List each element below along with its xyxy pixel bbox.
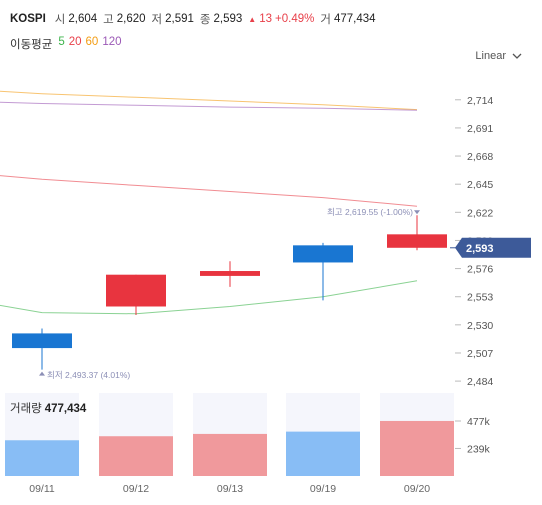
change-up-arrow-icon: ▲ <box>248 14 257 24</box>
volume-current-value: 477,434 <box>44 403 87 415</box>
scale-selector[interactable]: Linear <box>475 50 522 62</box>
change-value: 13 <box>259 13 273 25</box>
ma-20-label[interactable]: 20 <box>68 36 82 48</box>
high-value: 2,620 <box>116 13 146 25</box>
ma-20-line <box>0 175 418 207</box>
date-axis-label: 09/13 <box>217 483 243 495</box>
low-annotation: 최저 2,493.37 (4.01%) <box>47 370 130 380</box>
candle-body[interactable] <box>387 234 447 248</box>
moving-average-title: 이동평균 <box>10 39 53 51</box>
ma-120-label[interactable]: 120 <box>102 36 122 48</box>
volume-value: 477,434 <box>333 13 376 25</box>
date-axis-label: 09/12 <box>123 483 149 495</box>
close-label: 종 <box>199 14 211 26</box>
volume-panel-title: 거래량 477,434 <box>10 400 86 416</box>
high-annotation: 최고 2,619.55 (-1.00%) <box>327 207 413 217</box>
candle-body[interactable] <box>12 333 72 349</box>
volume-bar[interactable] <box>286 431 360 476</box>
ma-5-line <box>0 280 418 315</box>
price-axis-label: 2,714 <box>467 95 493 107</box>
ma-120-line <box>0 101 418 111</box>
current-price-tag <box>455 237 531 258</box>
low-label: 저 <box>151 14 163 26</box>
volume-bar[interactable] <box>5 440 79 476</box>
scale-selector-label: Linear <box>475 50 506 62</box>
volume-title-label: 거래량 <box>10 403 42 415</box>
volume-label: 거 <box>320 14 331 26</box>
volume-bar[interactable] <box>99 436 173 476</box>
price-axis-label: 2,553 <box>467 292 493 304</box>
moving-average-legend: 이동평균 5 20 60 120 <box>10 36 122 52</box>
price-axis-label: 2,484 <box>467 376 493 388</box>
price-axis-label: 2,645 <box>467 179 493 191</box>
change-percent: +0.49% <box>275 13 315 25</box>
volume-axis-label: 239k <box>467 443 491 455</box>
volume-bar[interactable] <box>380 420 454 476</box>
low-value: 2,591 <box>165 13 194 25</box>
price-summary-bar: KOSPI 시 2,604 고 2,620 저 2,591 종 2,593 ▲ … <box>10 10 379 28</box>
volume-bar[interactable] <box>193 433 267 476</box>
ma-5-label[interactable]: 5 <box>58 36 65 48</box>
date-axis-label: 09/20 <box>404 483 430 495</box>
current-price-label: 2,593 <box>466 243 494 255</box>
close-value: 2,593 <box>213 13 243 25</box>
open-value: 2,604 <box>68 13 98 25</box>
ma-60-label[interactable]: 60 <box>85 36 99 48</box>
price-axis-label: 2,530 <box>467 320 493 332</box>
open-label: 시 <box>54 14 66 26</box>
price-axis-label: 2,668 <box>467 151 493 163</box>
volume-axis-label: 477k <box>467 416 491 428</box>
ma-60-line <box>0 90 418 111</box>
candle-body[interactable] <box>293 245 353 263</box>
price-axis-label: 2,507 <box>467 348 493 360</box>
price-axis-label: 2,576 <box>467 264 493 276</box>
candle-body[interactable] <box>106 274 166 307</box>
high-marker-icon <box>414 210 420 215</box>
date-axis-label: 09/19 <box>310 483 336 495</box>
high-label: 고 <box>103 14 114 26</box>
price-axis-label: 2,691 <box>467 123 493 135</box>
price-axis-label: 2,622 <box>467 207 493 219</box>
low-marker-icon <box>39 371 45 376</box>
chevron-down-icon <box>512 53 522 59</box>
candle-body[interactable] <box>200 271 260 276</box>
date-axis-label: 09/11 <box>29 483 55 495</box>
symbol-name: KOSPI <box>10 13 46 25</box>
